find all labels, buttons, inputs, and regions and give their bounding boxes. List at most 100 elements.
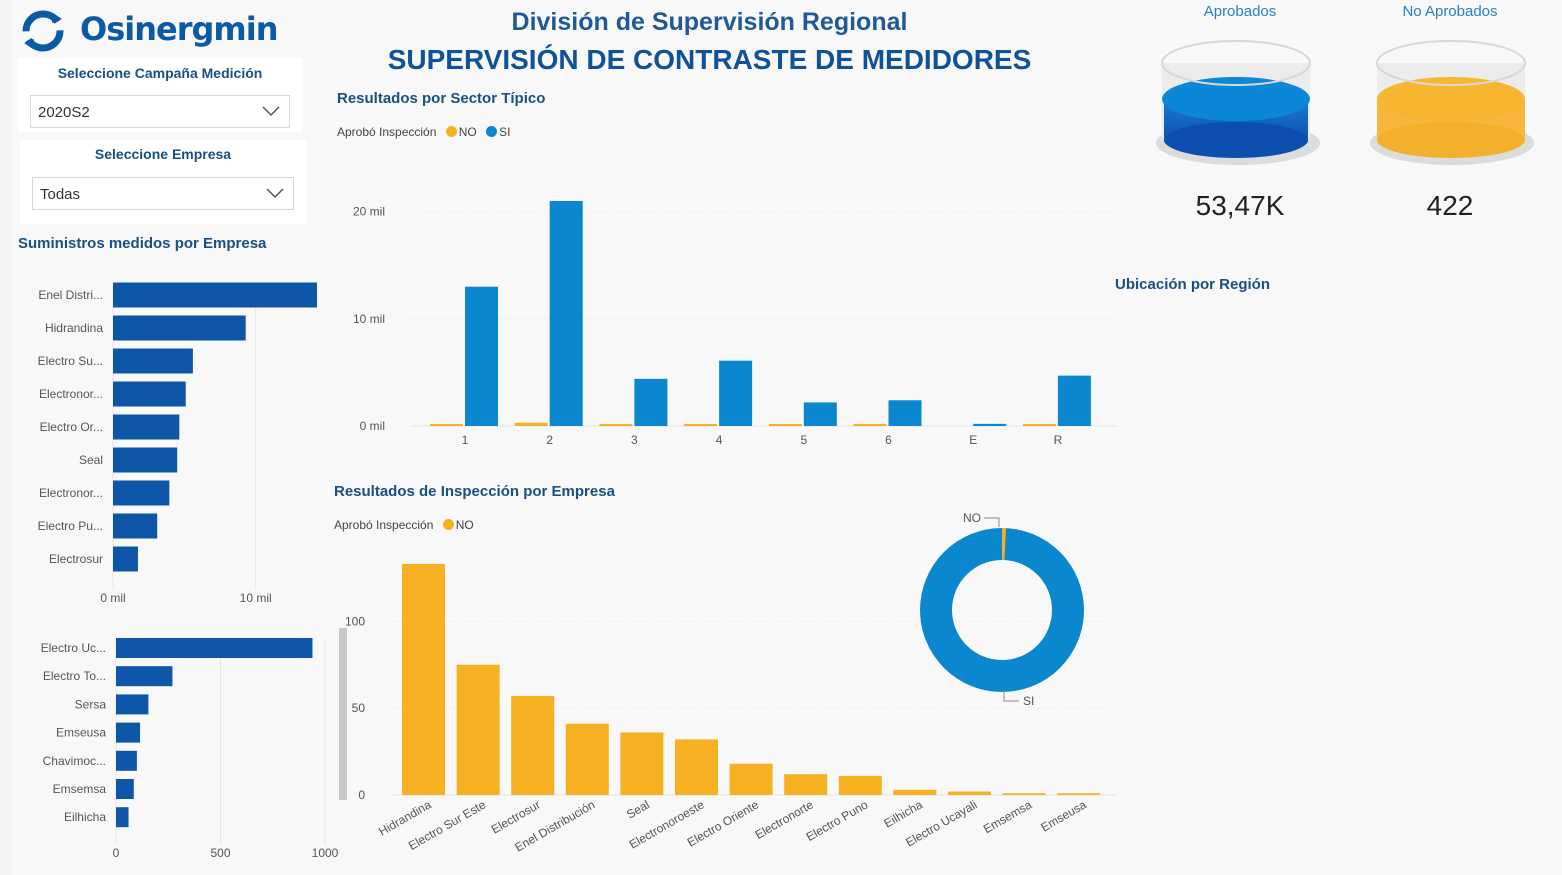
tick-label: 0 mil — [360, 419, 385, 433]
category-label: Electro Su... — [38, 354, 103, 368]
category-label: R — [1054, 433, 1063, 447]
chart-scrollbar[interactable] — [339, 628, 347, 800]
category-label: 2 — [546, 433, 553, 447]
bar-no — [1057, 793, 1101, 795]
category-label: Eilhicha — [881, 797, 925, 830]
company-slicer-label: Seleccione Empresa — [94, 146, 232, 162]
logo-text: Osinergmin — [80, 10, 278, 48]
sector-chart-legend: Aprobó Inspección NO SI — [337, 125, 510, 139]
chevron-down-icon — [266, 188, 284, 199]
category-label: Enel Distri... — [38, 288, 103, 302]
map-title: Ubicación por Región — [1115, 276, 1271, 293]
donut-slice-si — [920, 528, 1084, 692]
bar — [116, 666, 173, 687]
category-label: 4 — [716, 433, 723, 447]
category-label: 6 — [885, 433, 892, 447]
tick-label: 10 mil — [353, 312, 385, 326]
campaign-dropdown-value: 2020S2 — [38, 104, 90, 121]
category-label: Electro Pu... — [38, 519, 103, 533]
osinergmin-logo-icon — [22, 10, 64, 52]
legend-si-label: SI — [499, 125, 511, 139]
tick-label: 0 — [358, 788, 365, 802]
bar-no — [511, 696, 555, 795]
not-approved-label: No Aprobados — [1402, 3, 1498, 20]
bar-no — [675, 739, 718, 795]
bar-no — [620, 732, 664, 795]
legend-no-dot — [445, 126, 457, 137]
campaign-slicer: Seleccione Campaña Medición 2020S2 — [18, 58, 302, 132]
legend-no-dot — [442, 519, 454, 530]
campaign-dropdown[interactable]: 2020S2 — [30, 95, 290, 128]
small-companies-bar-chart: 0 500 1000 Electro Uc... Electro To... Sersa E… — [41, 638, 339, 860]
legend-no-label: NO — [458, 125, 477, 139]
category-label: Hidrandina — [45, 321, 103, 335]
bar — [116, 807, 129, 828]
bar — [113, 282, 317, 308]
chevron-down-icon — [262, 106, 280, 117]
category-label: Electrosur — [49, 552, 103, 566]
bar — [116, 750, 137, 771]
inspection-chart-legend: Aprobó Inspección NO — [334, 518, 474, 532]
category-label: Sersa — [75, 697, 107, 711]
bar-no — [684, 424, 718, 426]
bar — [113, 348, 193, 374]
bar — [113, 546, 138, 572]
tick-label: 0 — [113, 846, 120, 860]
bar-no — [893, 789, 937, 795]
tick-label: 10 mil — [240, 591, 272, 605]
category-label: Eilhicha — [64, 810, 106, 824]
leader-line — [984, 517, 1000, 527]
bar — [116, 694, 149, 715]
campaign-slicer-label: Seleccione Campaña Medición — [57, 65, 263, 81]
legend-no-label: NO — [455, 518, 474, 532]
donut-label-no: NO — [963, 511, 981, 525]
bar-no — [729, 763, 773, 795]
bar-no — [853, 424, 887, 426]
category-label: Emseusa — [56, 726, 106, 740]
category-label: Electronor... — [39, 387, 103, 401]
companies-chart-title: Suministros medidos por Empresa — [18, 235, 267, 252]
companies-bar-chart: 0 mil 10 mil Enel Distri... Hidrandina Elect… — [38, 282, 317, 605]
approved-value: 53,47K — [1195, 190, 1285, 221]
tick-label: 50 — [352, 701, 366, 715]
report-canvas: Osinergmin División de Supervisión Regio… — [12, 0, 1562, 875]
bar-no — [599, 424, 633, 426]
bar-no — [1022, 424, 1056, 426]
category-label: Seal — [624, 797, 652, 821]
category-label: 1 — [462, 433, 469, 447]
leader-line — [1003, 690, 1019, 702]
donut-label-si: SI — [1023, 694, 1034, 708]
sector-bar-chart: 0 mil 10 mil 20 mil 1 2 3 4 5 6 E R — [353, 201, 1117, 447]
bar-no — [838, 775, 882, 795]
category-label: Chavimoc... — [43, 754, 106, 768]
legend-si-dot — [486, 126, 498, 137]
bar-no — [565, 723, 609, 795]
bar-no — [768, 424, 802, 426]
category-label: Electro Or... — [40, 420, 103, 434]
bar-si — [803, 402, 837, 426]
not-approved-cylinder-icon — [1370, 40, 1534, 165]
bar-si — [1057, 375, 1091, 426]
legend-title: Aprobó Inspección — [334, 518, 434, 532]
bar — [116, 779, 134, 799]
category-label: 5 — [800, 433, 807, 447]
approval-donut-chart: NO SI — [920, 511, 1084, 708]
page-subtitle: División de Supervisión Regional — [511, 8, 908, 36]
bar-si — [634, 378, 668, 426]
bar — [113, 513, 158, 539]
company-dropdown-value: Todas — [40, 186, 81, 203]
bar-no — [430, 424, 463, 426]
donut-slice-no — [920, 528, 1084, 692]
page-title: SUPERVISIÓN DE CONTRASTE DE MEDIDORES — [387, 44, 1032, 75]
bar — [113, 447, 178, 473]
inspection-chart-title: Resultados de Inspección por Empresa — [334, 483, 615, 500]
company-dropdown[interactable]: Todas — [32, 177, 294, 210]
category-label: Seal — [79, 453, 103, 467]
bar-si — [549, 201, 583, 426]
bar — [113, 480, 170, 506]
category-label: Electro Uc... — [41, 641, 106, 655]
bar-si — [719, 360, 753, 426]
category-label: Emsemsa — [981, 797, 1034, 836]
bar-no — [784, 774, 828, 795]
category-label: Electro To... — [43, 669, 106, 683]
